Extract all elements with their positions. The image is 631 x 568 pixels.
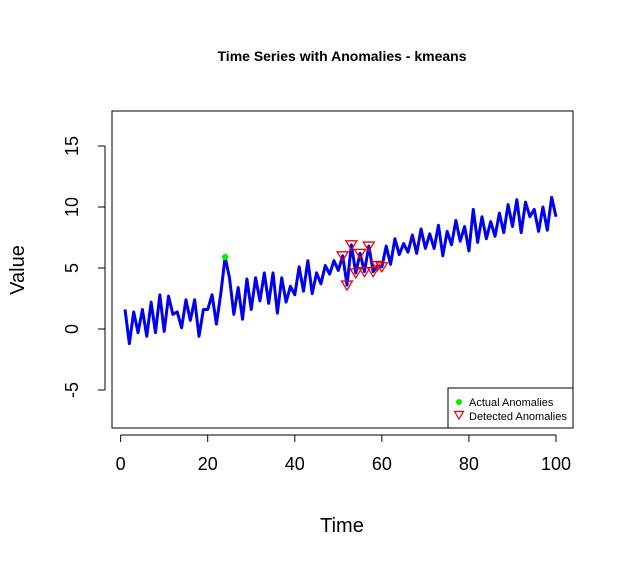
series-line — [123, 195, 558, 346]
y-tick-label: 10 — [62, 197, 82, 217]
x-tick-label: 100 — [541, 454, 571, 474]
y-tick-label: 15 — [62, 136, 82, 156]
x-tick-label: 20 — [198, 454, 218, 474]
x-tick-label: 40 — [285, 454, 305, 474]
x-axis: 0 20 40 60 80 100 — [116, 434, 571, 474]
y-axis-label: Value — [7, 245, 29, 295]
legend: Actual Anomalies Detected Anomalies — [447, 387, 574, 429]
detected-anomaly-point — [357, 267, 372, 278]
detected-anomaly-point — [340, 280, 354, 292]
plot-frame — [111, 110, 574, 429]
series-layer — [123, 195, 558, 346]
legend-detected-label: Detected Anomalies — [469, 411, 567, 423]
actual-anomaly-point — [221, 253, 229, 261]
detected-anomaly-point — [362, 241, 376, 253]
chart-title: Time Series with Anomalies - kmeans — [218, 48, 467, 64]
x-axis-label: Time — [320, 515, 364, 537]
detected-anomaly-point — [370, 260, 385, 272]
legend-actual-label: Actual Anomalies — [469, 397, 554, 409]
detected-anomaly-point — [336, 251, 350, 263]
legend-box — [447, 387, 574, 429]
actual-anomalies-layer — [221, 253, 229, 261]
detected-anomaly-point — [366, 267, 380, 278]
detected-anomaly-point — [353, 248, 367, 260]
detected-anomalies-layer — [336, 240, 389, 292]
x-tick-label: 80 — [459, 454, 479, 474]
y-tick-label: 0 — [62, 324, 82, 334]
legend-actual-marker — [456, 399, 462, 405]
detected-anomaly-point — [344, 240, 359, 252]
detected-anomaly-point — [349, 268, 363, 280]
detected-anomaly-point — [375, 262, 389, 274]
x-tick-label: 0 — [116, 454, 126, 474]
x-tick-label: 60 — [372, 454, 392, 474]
legend-detected-marker — [453, 410, 465, 421]
y-axis: -5 0 5 10 15 — [62, 136, 106, 398]
y-tick-label: -5 — [62, 382, 82, 398]
y-tick-label: 5 — [62, 263, 82, 273]
